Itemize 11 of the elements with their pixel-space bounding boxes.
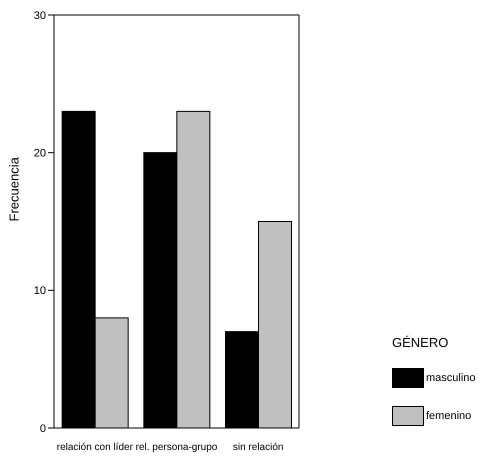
legend-label: masculino <box>425 371 477 386</box>
y-tick-label: 30 <box>34 10 46 22</box>
y-tick-label: 20 <box>34 148 46 160</box>
legend-label: femenino <box>425 409 472 424</box>
y-tick-label: 10 <box>34 285 46 298</box>
x-tick-label: rel. persona-grupo <box>136 442 218 453</box>
y-tick-label: 0 <box>40 422 46 435</box>
x-tick-label: sin relación <box>232 442 284 453</box>
legend-title: GÉNERO <box>392 335 450 350</box>
y-axis-title: Frecuencia <box>6 156 22 222</box>
x-tick-label: relación con líder <box>56 442 134 453</box>
